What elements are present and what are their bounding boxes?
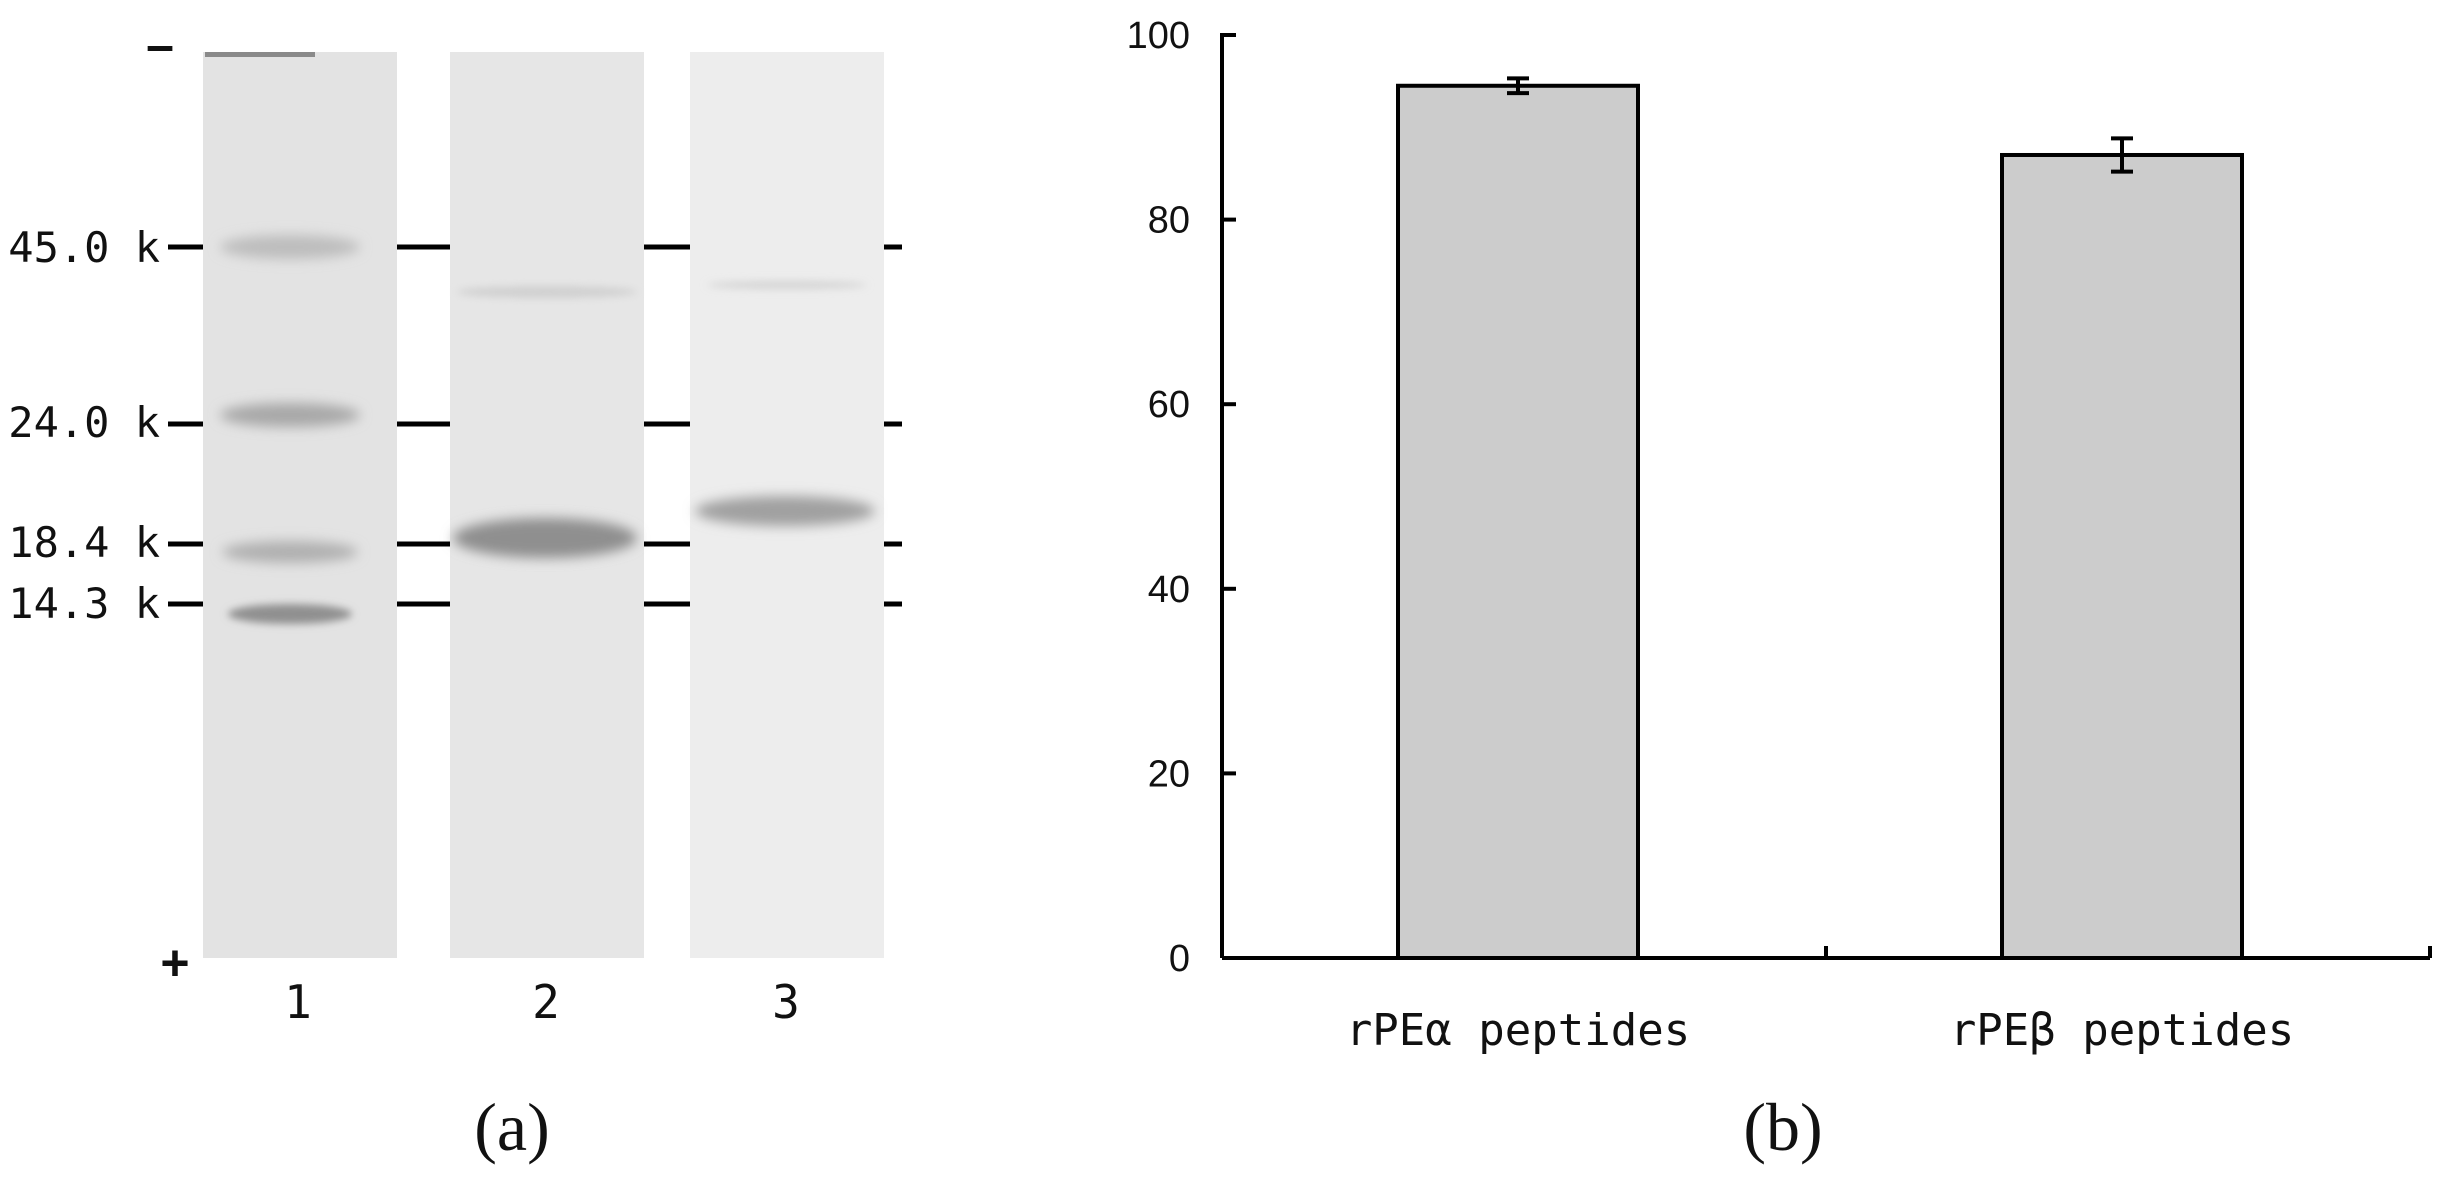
y-tick-label-0: 0 bbox=[1169, 938, 1190, 980]
panel-label-b: (b) bbox=[1743, 1089, 1822, 1165]
gel-band-top bbox=[205, 52, 315, 57]
gel-plus-sign: + bbox=[160, 935, 189, 991]
y-tick-label-60: 60 bbox=[1148, 384, 1190, 426]
y-tick-label-40: 40 bbox=[1148, 569, 1190, 611]
marker-label-24k: 24.0 k bbox=[8, 398, 160, 447]
gel-band-lane2-faint bbox=[457, 286, 637, 298]
x-category-label-2: rPEβ peptides bbox=[1950, 1005, 2294, 1056]
x-category-label-1: rPEα peptides bbox=[1346, 1005, 1690, 1056]
lane-label-2: 2 bbox=[532, 975, 560, 1029]
marker-label-14k: 14.3 k bbox=[8, 579, 160, 628]
gel-band-45k bbox=[220, 235, 360, 259]
gel-lane-2 bbox=[450, 52, 644, 958]
y-tick-label-100: 100 bbox=[1127, 15, 1190, 57]
marker-label-18k: 18.4 k bbox=[8, 518, 160, 567]
gel-panel: – + 45.0 k 24.0 k 18.4 k 14.3 k bbox=[8, 17, 902, 1165]
bar-2 bbox=[2000, 152, 2244, 961]
bar-1 bbox=[1396, 83, 1640, 960]
lane-label-3: 3 bbox=[772, 975, 800, 1029]
gel-band-18k bbox=[222, 541, 358, 563]
marker-label-45k: 45.0 k bbox=[8, 223, 160, 272]
gel-band-lane3-faint bbox=[707, 281, 867, 289]
gel-lane-1 bbox=[203, 52, 397, 958]
gel-band-lane2-main bbox=[453, 518, 637, 558]
gel-minus-sign: – bbox=[146, 17, 174, 73]
bar-chart: 0 20 40 60 80 100 rPEα peptides rPEβ peptides bbox=[1127, 15, 2432, 1056]
gel-band-14k bbox=[228, 604, 352, 624]
marker-lines bbox=[168, 244, 902, 607]
y-tick-label-80: 80 bbox=[1148, 200, 1190, 242]
gel-band-24k bbox=[220, 403, 360, 427]
y-tick-label-20: 20 bbox=[1148, 753, 1190, 795]
lane-label-1: 1 bbox=[284, 975, 312, 1029]
panel-label-a: (a) bbox=[474, 1089, 549, 1165]
gel-band-lane3-main bbox=[695, 496, 875, 526]
